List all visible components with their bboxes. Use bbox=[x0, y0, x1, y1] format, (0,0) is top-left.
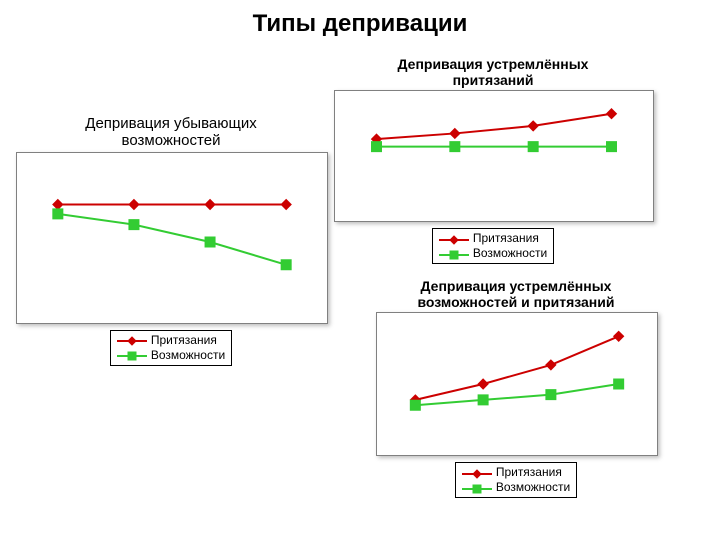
chart-plot bbox=[17, 153, 327, 323]
legend-label-series1: Притязания bbox=[151, 333, 217, 348]
legend-row-series2: Возможности bbox=[439, 246, 547, 261]
plot-frame bbox=[376, 312, 658, 456]
chart-title-line1: Депривация убывающих bbox=[85, 115, 256, 132]
legend-label-series2: Возможности bbox=[151, 348, 225, 363]
chart-rising-both: Депривация устремлённыхвозможностей и пр… bbox=[376, 278, 656, 499]
square-icon bbox=[439, 249, 469, 259]
legend: ПритязанияВозможности bbox=[432, 228, 554, 264]
plot-frame bbox=[16, 152, 328, 324]
chart-title-line2: притязаний bbox=[453, 72, 534, 88]
legend-row-series1: Притязания bbox=[439, 231, 547, 246]
square-icon bbox=[117, 350, 147, 360]
page-title: Типы депривации bbox=[0, 10, 720, 38]
chart-plot bbox=[377, 313, 657, 455]
legend: ПритязанияВозможности bbox=[110, 330, 232, 366]
square-icon bbox=[462, 483, 492, 493]
legend-row-series2: Возможности bbox=[462, 480, 570, 495]
chart-title-line2: возможностей bbox=[122, 132, 221, 149]
chart-rising-aspirations: Депривация устремлённыхпритязаний Притяза… bbox=[334, 56, 652, 265]
chart-title: Депривация устремлённыхвозможностей и пр… bbox=[376, 278, 656, 310]
legend-label-series2: Возможности bbox=[496, 480, 570, 495]
legend-label-series2: Возможности bbox=[473, 246, 547, 261]
legend-label-series1: Притязания bbox=[473, 231, 539, 246]
plot-frame bbox=[334, 90, 654, 222]
legend-row-series1: Притязания bbox=[117, 333, 225, 348]
chart-title: Депривация убывающихвозможностей bbox=[16, 115, 326, 150]
legend-label-series1: Притязания bbox=[496, 465, 562, 480]
chart-title-line2: возможностей и притязаний bbox=[418, 294, 615, 310]
chart-declining: Депривация убывающихвозможностей Притязан… bbox=[16, 115, 326, 366]
chart-title-line1: Депривация устремлённых bbox=[421, 278, 612, 294]
chart-title: Депривация устремлённыхпритязаний bbox=[334, 56, 652, 88]
diamond-icon bbox=[439, 234, 469, 244]
chart-title-line1: Депривация устремлённых bbox=[398, 56, 589, 72]
diamond-icon bbox=[117, 335, 147, 345]
chart-plot bbox=[335, 91, 653, 221]
legend-row-series1: Притязания bbox=[462, 465, 570, 480]
diamond-icon bbox=[462, 468, 492, 478]
legend: ПритязанияВозможности bbox=[455, 462, 577, 498]
legend-row-series2: Возможности bbox=[117, 348, 225, 363]
